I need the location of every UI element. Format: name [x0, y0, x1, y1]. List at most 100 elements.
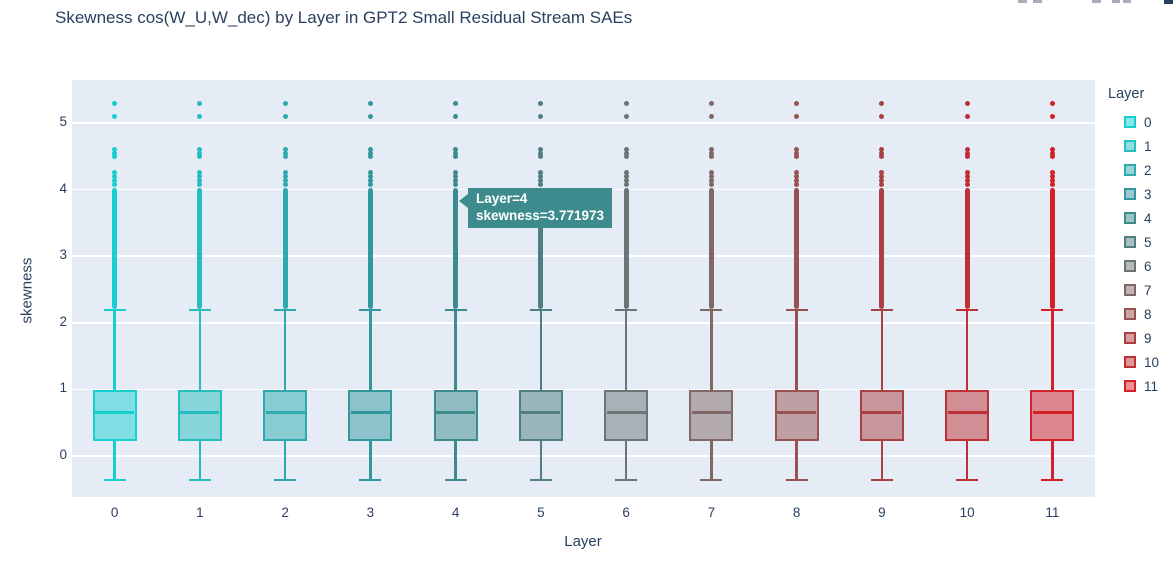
upper-whisker-cap — [529, 308, 552, 312]
legend-entry-5[interactable]: 5 — [1108, 230, 1159, 254]
outlier-point — [879, 182, 885, 188]
legend-entry-6[interactable]: 6 — [1108, 254, 1159, 278]
outlier-point — [623, 173, 629, 179]
outlier-point — [538, 153, 544, 159]
outlier-band — [708, 187, 714, 309]
upper-whisker-cap — [274, 308, 297, 312]
box-trace-layer-7[interactable] — [689, 80, 734, 497]
outlier-point — [794, 113, 800, 119]
y-tick-label-0: 0 — [59, 446, 67, 462]
box-trace-layer-8[interactable] — [774, 80, 819, 497]
upper-whisker — [454, 310, 457, 390]
lower-whisker-cap — [529, 478, 552, 482]
outlier-point — [282, 169, 288, 175]
lower-whisker-cap — [274, 478, 297, 482]
legend-entry-2[interactable]: 2 — [1108, 158, 1159, 182]
modebar-button-fragment[interactable] — [1112, 0, 1120, 3]
tooltip-line-skewness: skewness=3.771973 — [476, 208, 604, 223]
outlier-point — [879, 113, 885, 119]
outlier-point — [708, 182, 714, 188]
legend-entry-4[interactable]: 4 — [1108, 206, 1159, 230]
legend-entry-7[interactable]: 7 — [1108, 278, 1159, 302]
lower-whisker — [198, 440, 202, 480]
legend-entry-11[interactable]: 11 — [1108, 374, 1159, 398]
x-tick-label-10: 10 — [959, 505, 975, 520]
modebar-button-fragment[interactable] — [1033, 0, 1042, 3]
outlier-point — [1049, 150, 1055, 156]
outlier-point — [879, 100, 885, 106]
box — [263, 390, 308, 441]
legend-entry-8[interactable]: 8 — [1108, 302, 1159, 326]
outlier-band — [794, 187, 800, 309]
outlier-point — [708, 178, 714, 184]
median-line — [95, 411, 135, 414]
modebar-button-fragment[interactable] — [1018, 0, 1027, 3]
outlier-point — [623, 113, 629, 119]
outlier-point — [708, 173, 714, 179]
median-line — [862, 411, 902, 414]
box-trace-layer-9[interactable] — [859, 80, 904, 497]
upper-whisker-cap — [359, 308, 382, 312]
box-trace-layer-0[interactable] — [92, 80, 137, 497]
box-trace-layer-6[interactable] — [604, 80, 649, 497]
median-line — [521, 411, 561, 414]
lower-whisker — [454, 440, 457, 480]
outlier-point — [1049, 147, 1055, 153]
upper-whisker — [710, 310, 713, 390]
outlier-point — [197, 100, 203, 106]
outlier-point — [708, 113, 714, 119]
upper-whisker-cap — [870, 308, 893, 312]
outlier-point — [282, 150, 288, 156]
legend-label: 4 — [1144, 210, 1152, 226]
outlier-point — [964, 153, 970, 159]
gridline-y-1 — [72, 388, 1095, 391]
box-trace-layer-2[interactable] — [263, 80, 308, 497]
outlier-point — [112, 182, 118, 188]
outlier-band — [453, 187, 459, 309]
lower-whisker — [113, 440, 116, 480]
median-line — [265, 411, 305, 414]
upper-whisker-cap — [444, 308, 467, 312]
plot-area[interactable]: Layer=4 skewness=3.771973 — [72, 80, 1095, 497]
legend-entry-1[interactable]: 1 — [1108, 134, 1159, 158]
outlier-point — [879, 169, 885, 175]
upper-whisker-cap — [956, 308, 979, 312]
box-trace-layer-4[interactable] — [433, 80, 478, 497]
legend-entry-0[interactable]: 0 — [1108, 110, 1159, 134]
box — [348, 390, 393, 441]
legend-entry-3[interactable]: 3 — [1108, 182, 1159, 206]
legend-label: 2 — [1144, 162, 1152, 178]
legend-swatch-icon — [1124, 356, 1136, 368]
outlier-point — [112, 100, 118, 106]
x-tick-label-6: 6 — [622, 505, 630, 520]
outlier-point — [112, 173, 118, 179]
box-trace-layer-5[interactable] — [518, 80, 563, 497]
outlier-point — [879, 178, 885, 184]
chart-title: Skewness cos(W_U,W_dec) by Layer in GPT2… — [55, 8, 633, 27]
lower-whisker-cap — [870, 478, 893, 482]
legend-label: 10 — [1144, 354, 1160, 370]
box-trace-layer-3[interactable] — [348, 80, 393, 497]
lower-whisker — [965, 440, 969, 480]
box — [945, 390, 990, 441]
box-trace-layer-11[interactable] — [1030, 80, 1075, 497]
outlier-point — [197, 113, 203, 119]
x-tick-label-1: 1 — [196, 505, 204, 520]
modebar-button-fragment[interactable] — [1123, 0, 1131, 3]
modebar-button-fragment[interactable] — [1092, 0, 1101, 3]
box-trace-layer-10[interactable] — [945, 80, 990, 497]
modebar-button-fragment[interactable] — [1164, 0, 1173, 4]
legend-entry-10[interactable]: 10 — [1108, 350, 1159, 374]
legend-swatch-icon — [1124, 260, 1136, 272]
outlier-point — [879, 147, 885, 153]
outlier-point — [367, 182, 373, 188]
upper-whisker — [1051, 310, 1054, 390]
outlier-point — [964, 113, 970, 119]
legend-swatch-icon — [1124, 380, 1136, 392]
outlier-point — [794, 100, 800, 106]
legend-entry-9[interactable]: 9 — [1108, 326, 1159, 350]
box-trace-layer-1[interactable] — [177, 80, 222, 497]
outlier-band — [538, 187, 544, 309]
outlier-point — [538, 173, 544, 179]
outlier-point — [794, 173, 800, 179]
